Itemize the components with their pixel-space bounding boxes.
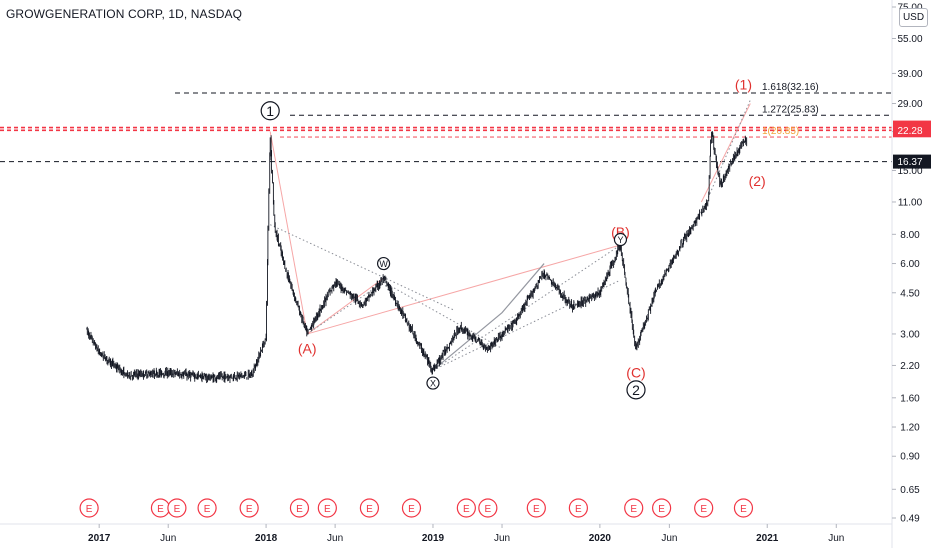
earnings-marker[interactable] [624,498,644,518]
currency-badge[interactable]: USD [899,8,928,27]
wave-label-circle [613,232,628,247]
price-tick-label: 29.00 [897,99,922,110]
earnings-marker-label: E [366,504,373,515]
time-tick-label: 2019 [422,533,445,544]
price-axis[interactable]: 75.0055.0039.0029.0022.0015.0011.008.006… [891,0,931,548]
wave-label-text: (1) [735,76,752,92]
wave-label-circle [626,380,646,400]
price-label-text: 22.28 [897,126,922,137]
price-tick-label: 55.00 [897,34,922,45]
price-tick-label: 11.00 [898,197,923,208]
earnings-marker-label: E [630,504,637,515]
earnings-marker[interactable] [359,498,380,518]
horizontal-levels [0,92,892,163]
time-tick-label: Jun [661,533,677,544]
earnings-marker-label: E [296,504,303,515]
trend-line-gray-solid [432,263,545,371]
wave-label-text: W [379,259,388,269]
price-tick-label: 3.00 [900,329,920,340]
fib-labels: 1.618(32.16) 1.272(25.83) 1(20.85) [762,82,819,137]
trend-line-pink [307,244,621,335]
earnings-marker-label: E [575,504,582,515]
earnings-marker[interactable] [197,498,217,518]
earnings-marker[interactable] [317,498,337,518]
earnings-marker-label: E [157,504,164,515]
earnings-marker[interactable] [694,498,714,518]
price-tick-label: 0.49 [900,514,920,525]
earnings-marker[interactable] [652,498,672,518]
price-tick-label: 1.20 [900,423,920,434]
price-tick-label: 0.90 [900,452,920,463]
price-tick-label: 1.60 [900,393,920,404]
wave-label-text: (2) [749,173,766,189]
time-tick-label: Jun [494,533,510,544]
wave-label-text: X [430,379,436,389]
earnings-marker-label: E [324,504,331,515]
candlestick-series [86,131,748,384]
wave-labels: 1(A)WX(B)Y(C)2(1)(2) [260,76,766,400]
earnings-marker-label: E [740,504,747,515]
earnings-marker[interactable] [167,498,187,518]
earnings-marker-label: E [485,504,492,515]
time-tick-label: 2020 [589,533,612,544]
price-tick-label: 8.00 [900,230,920,241]
trend-lines [269,99,751,371]
time-axis[interactable]: 2017 Jun 2018 Jun 2019 Jun 2020 Jun 2021 Jun [0,523,892,544]
earnings-marker-label: E [658,504,665,515]
price-tick-label: 4.50 [900,288,920,299]
earnings-marker-label: E [246,504,253,515]
earnings-marker[interactable] [79,498,99,518]
wave-label-circle [260,101,280,121]
earnings-marker-label: E [408,504,415,515]
earnings-marker-label: E [174,504,181,515]
earnings-marker[interactable] [568,498,588,518]
earnings-marker-label: E [204,504,211,515]
earnings-marker[interactable] [239,498,259,518]
fib-level-label: 1.272(25.83) [762,104,819,115]
wave-label-circle [376,256,391,271]
trend-line-gray-dotted [383,281,503,349]
time-tick-label: 2021 [756,533,779,544]
trend-line-gray-dotted [707,99,751,198]
earnings-marker[interactable] [526,498,546,518]
symbol-title: GROWGENERATION CORP, 1D, NASDAQ [6,7,243,21]
earnings-marker[interactable] [401,498,422,518]
earnings-marker[interactable] [289,498,310,518]
wave-label-text: (C) [626,365,645,381]
trend-line-pink [306,277,384,335]
time-tick-label: 2017 [88,533,111,544]
wave-label-text: 2 [632,382,640,398]
earnings-marker-label: E [463,504,470,515]
time-tick-label: Jun [828,533,844,544]
time-tick-label: 2018 [255,533,278,544]
earnings-marker-label: E [700,504,707,515]
earnings-marker[interactable] [478,498,498,518]
trend-line-gray-dotted [269,224,454,311]
wave-label-text: Y [617,235,623,245]
price-tick-label: 39.00 [897,69,922,80]
price-label-text: 16.37 [897,157,922,168]
price-tick-label: 0.65 [900,485,920,496]
fib-level-label: 1(20.85) [762,126,799,137]
earnings-marker[interactable] [456,498,476,518]
price-label-box [893,123,931,138]
earnings-marker[interactable] [733,498,754,518]
price-tick-label: 15.00 [897,166,922,177]
earnings-marker-label: E [86,504,93,515]
time-tick-label: Jun [327,533,343,544]
wave-label-text: (A) [298,340,317,356]
price-tick-label: 2.20 [900,361,920,372]
price-label-box [893,154,931,169]
wave-label-text: 1 [266,103,274,119]
earnings-marker-label: E [533,504,540,515]
time-tick-label: Jun [160,533,176,544]
fib-level-label: 1.618(32.16) [762,82,819,93]
price-tick-label: 6.00 [900,259,920,270]
wave-label-circle [426,376,440,390]
